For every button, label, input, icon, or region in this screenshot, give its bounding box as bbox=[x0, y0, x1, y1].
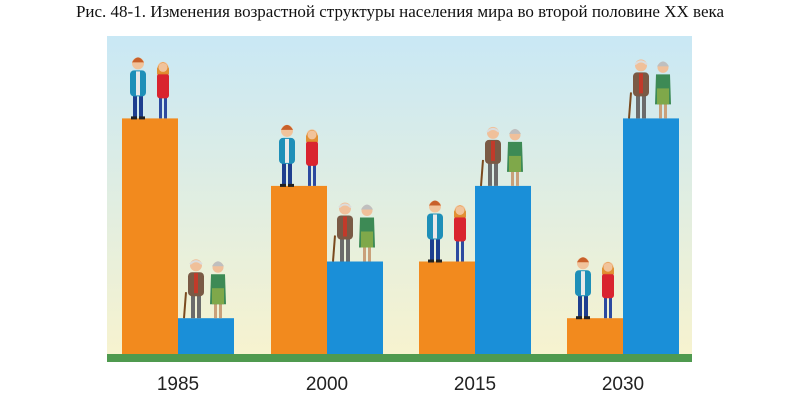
x-tick-label: 1985 bbox=[157, 374, 199, 395]
bar-2030-series-2 bbox=[623, 118, 679, 357]
bar-1985-series-2 bbox=[178, 318, 234, 356]
plot-background bbox=[107, 36, 692, 356]
ground-strip bbox=[107, 354, 692, 362]
elderly-couple-icon bbox=[480, 126, 523, 186]
elderly-couple-icon bbox=[332, 202, 375, 262]
x-tick-label: 2015 bbox=[454, 374, 496, 395]
young-couple-icon bbox=[279, 124, 318, 187]
x-tick-label: 2000 bbox=[306, 374, 348, 395]
bars-layer bbox=[122, 57, 679, 357]
bar-2015-series-2 bbox=[475, 185, 531, 356]
bar-2030-series-1 bbox=[567, 318, 623, 356]
bar-1985-series-1 bbox=[122, 118, 178, 357]
x-tick-labels: 1985 2000 2015 2030 bbox=[157, 374, 644, 395]
bar-2015-series-1 bbox=[419, 261, 475, 356]
young-couple-icon bbox=[427, 200, 466, 263]
elderly-couple-icon bbox=[628, 59, 671, 119]
x-tick-label: 2030 bbox=[602, 374, 644, 395]
bar-2000-series-1 bbox=[271, 185, 327, 356]
young-couple-icon bbox=[575, 257, 614, 320]
elderly-couple-icon bbox=[183, 259, 226, 319]
young-couple-icon bbox=[130, 57, 169, 120]
bar-2000-series-2 bbox=[327, 261, 383, 356]
chart-title: Рис. 48-1. Изменения возрастной структур… bbox=[75, 2, 725, 21]
